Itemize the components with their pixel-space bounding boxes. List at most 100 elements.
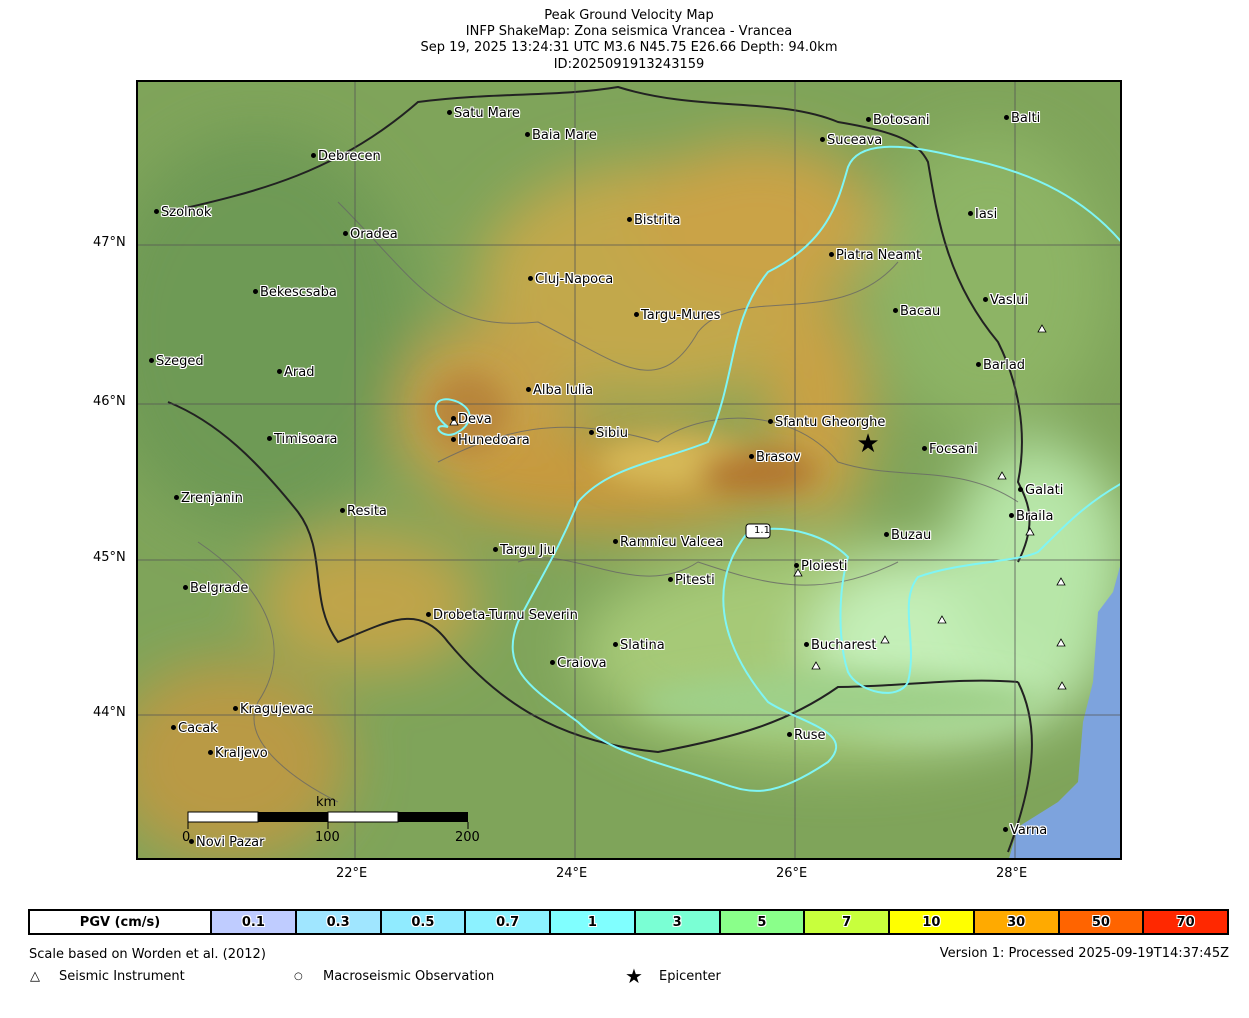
city-label: Piatra Neamt — [829, 248, 921, 263]
legend-bin: 0.5 — [381, 911, 467, 933]
lon-label: 24°E — [556, 866, 588, 881]
contour-label: 1.1 — [754, 525, 770, 536]
city-label: Slatina — [613, 638, 665, 653]
city-label: Bucharest — [804, 638, 876, 653]
city-label: Kraljevo — [208, 746, 268, 761]
city-dot-icon — [189, 839, 194, 844]
scale-tick: 100 — [315, 830, 340, 845]
city-label: Ramnicu Valcea — [613, 535, 723, 550]
city-dot-icon — [820, 137, 825, 142]
city-name: Vaslui — [990, 293, 1029, 308]
map-title: Peak Ground Velocity Map — [544, 8, 714, 23]
city-name: Novi Pazar — [196, 835, 265, 850]
triangle-icon: △ — [30, 969, 40, 984]
legend-bin: 5 — [720, 911, 806, 933]
city-dot-icon — [493, 547, 498, 552]
city-label: Arad — [277, 365, 314, 380]
city-name: Sibiu — [596, 426, 628, 441]
city-name: Ploiesti — [801, 559, 848, 574]
city-dot-icon — [749, 454, 754, 459]
city-dot-icon — [526, 387, 531, 392]
city-dot-icon — [447, 110, 452, 115]
scale-note: Scale based on Worden et al. (2012) — [29, 947, 266, 962]
city-name: Cluj-Napoca — [535, 272, 614, 287]
legend-bin: 7 — [805, 911, 890, 933]
city-name: Varna — [1010, 823, 1048, 838]
pgv-contours — [434, 145, 1120, 792]
city-name: Bucharest — [811, 638, 877, 653]
city-dot-icon — [451, 416, 456, 421]
city-name: Suceava — [827, 133, 883, 148]
city-name: Pitesti — [675, 573, 715, 588]
shakemap-map: ★ 1.1 km 0 100 200 Satu Mare Baia Mare Deb… — [136, 80, 1122, 860]
city-label: Balti — [1004, 111, 1040, 126]
city-dot-icon — [589, 430, 594, 435]
lon-label: 22°E — [336, 866, 368, 881]
legend-bin: 3 — [635, 911, 721, 933]
city-name: Buzau — [891, 528, 932, 543]
city-dot-icon — [768, 419, 773, 424]
city-label: Oradea — [343, 227, 398, 242]
city-dot-icon — [983, 297, 988, 302]
city-label: Sfantu Gheorghe — [768, 415, 885, 430]
city-dot-icon — [451, 437, 456, 442]
city-label: Ruse — [787, 728, 825, 743]
legend-bin: 0.1 — [212, 911, 297, 933]
city-name: Belgrade — [190, 581, 249, 596]
city-name: Targu-Mures — [641, 308, 721, 323]
seismic-stations — [449, 324, 1067, 690]
city-dot-icon — [550, 660, 555, 665]
city-dot-icon — [149, 358, 154, 363]
city-name: Szeged — [156, 354, 204, 369]
city-label: Szeged — [149, 354, 204, 369]
city-label: Novi Pazar — [189, 835, 264, 850]
city-dot-icon — [787, 732, 792, 737]
city-label: Buzau — [884, 528, 931, 543]
city-dot-icon — [1004, 115, 1009, 120]
epicenter-star-icon: ★ — [856, 429, 879, 459]
event-info: Sep 19, 2025 13:24:31 UTC M3.6 N45.75 E2… — [420, 40, 838, 55]
city-dot-icon — [340, 508, 345, 513]
event-id: ID:2025091913243159 — [553, 57, 705, 72]
city-name: Baia Mare — [532, 128, 597, 143]
city-dot-icon — [267, 436, 272, 441]
city-dot-icon — [613, 642, 618, 647]
city-name: Deva — [458, 412, 492, 427]
legend-title: PGV (cm/s) — [30, 911, 212, 933]
version-info: Version 1: Processed 2025-09-19T14:37:45… — [939, 946, 1229, 961]
city-name: Satu Mare — [454, 106, 520, 121]
scale-tick: 200 — [455, 830, 480, 845]
city-name: Bekescsaba — [260, 285, 337, 300]
city-label: Timisoara — [267, 432, 337, 447]
city-name: Braila — [1016, 509, 1054, 524]
circle-icon: ○ — [294, 971, 303, 982]
symbol-label: Seismic Instrument — [59, 969, 185, 984]
city-name: Sfantu Gheorghe — [775, 415, 886, 430]
city-label: Zrenjanin — [174, 491, 243, 506]
city-label: Galati — [1018, 483, 1063, 498]
city-dot-icon — [829, 252, 834, 257]
terrain-layer: ★ — [138, 82, 1120, 858]
city-name: Balti — [1011, 111, 1041, 126]
city-dot-icon — [976, 362, 981, 367]
city-label: Bacau — [893, 304, 940, 319]
city-dot-icon — [627, 217, 632, 222]
city-name: Hunedoara — [458, 433, 530, 448]
legend-bin: 0.3 — [296, 911, 382, 933]
lat-label: 46°N — [93, 394, 126, 409]
city-label: Kragujevac — [233, 702, 313, 717]
city-label: Brasov — [749, 450, 801, 465]
city-label: Szolnok — [154, 205, 211, 220]
city-name: Brasov — [756, 450, 801, 465]
city-dot-icon — [154, 209, 159, 214]
city-dot-icon — [794, 563, 799, 568]
city-label: Braila — [1009, 509, 1053, 524]
city-dot-icon — [922, 446, 927, 451]
city-label: Iasi — [968, 207, 997, 222]
symbol-label: Epicenter — [659, 969, 721, 984]
legend-bin: 50 — [1059, 911, 1145, 933]
lat-label: 47°N — [93, 235, 126, 250]
scale-unit: km — [316, 795, 337, 810]
legend-bin: 0.7 — [466, 911, 551, 933]
lon-label: 28°E — [996, 866, 1028, 881]
